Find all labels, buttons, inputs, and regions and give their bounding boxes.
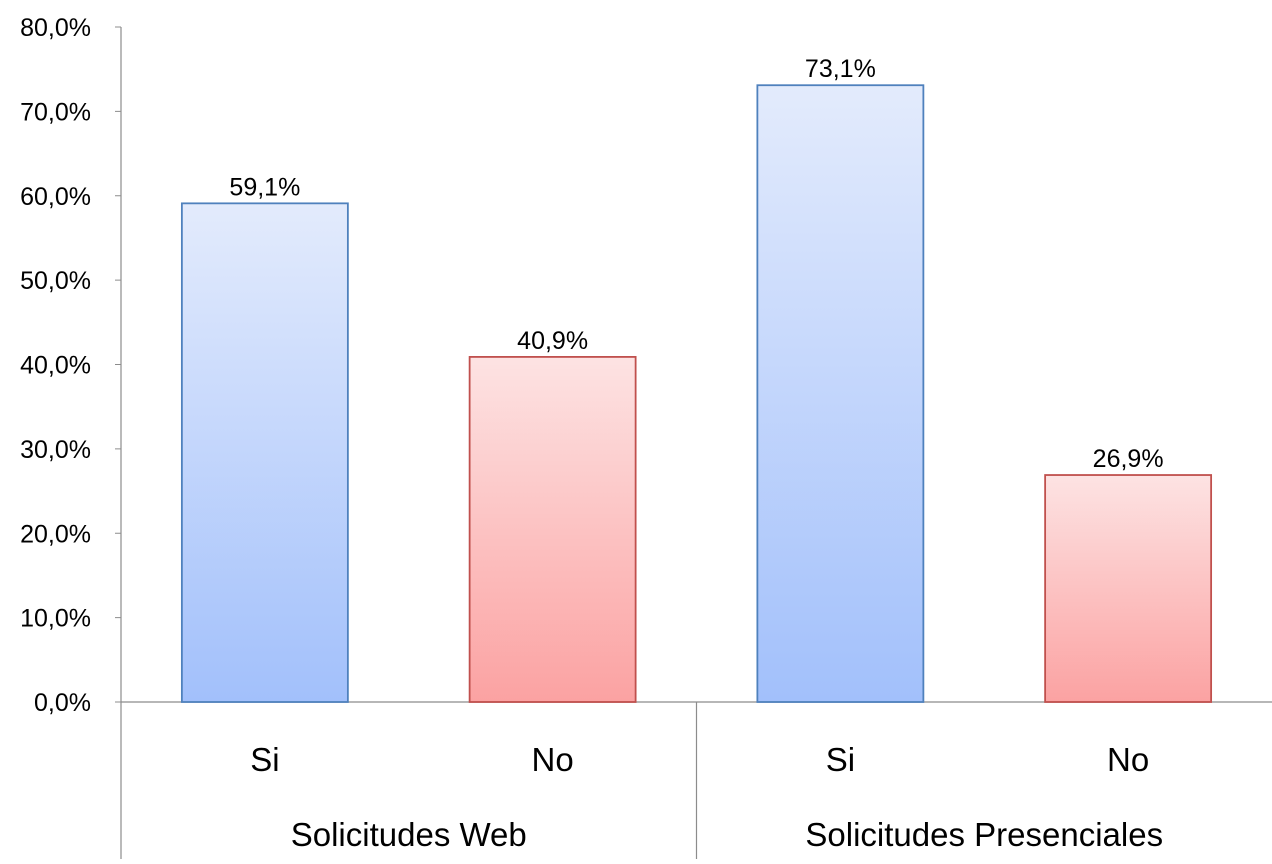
data-label: 40,9%: [517, 327, 588, 355]
y-tick-label: 80,0%: [20, 14, 91, 42]
y-tick-label: 40,0%: [20, 352, 91, 380]
bars: [180, 84, 1213, 703]
bar-solicitudes-web-si: [180, 202, 349, 703]
category-label: Si: [250, 741, 279, 778]
data-label: 59,1%: [229, 173, 300, 201]
labels: 0,0% 10,0% 20,0% 30,0% 40,0% 50,0% 60,0% 70,0% 8…: [20, 14, 1163, 853]
y-tick-label: 0,0%: [34, 689, 91, 717]
category-label: No: [1107, 741, 1149, 778]
y-tick-label: 10,0%: [20, 605, 91, 633]
y-tick-label: 20,0%: [20, 520, 91, 548]
data-label: 73,1%: [805, 55, 876, 83]
group-label: Solicitudes Web: [291, 816, 527, 853]
data-label: 26,9%: [1093, 445, 1164, 473]
y-tick-label: 70,0%: [20, 98, 91, 126]
category-label: Si: [826, 741, 855, 778]
bar-solicitudes-presenciales-no: [1044, 474, 1213, 703]
bar-solicitudes-presenciales-si: [756, 84, 925, 703]
y-tick-label: 60,0%: [20, 183, 91, 211]
category-label: No: [532, 741, 574, 778]
y-tick-label: 30,0%: [20, 436, 91, 464]
group-label: Solicitudes Presenciales: [805, 816, 1163, 853]
bar-solicitudes-web-no: [468, 356, 637, 703]
y-tick-label: 50,0%: [20, 267, 91, 295]
